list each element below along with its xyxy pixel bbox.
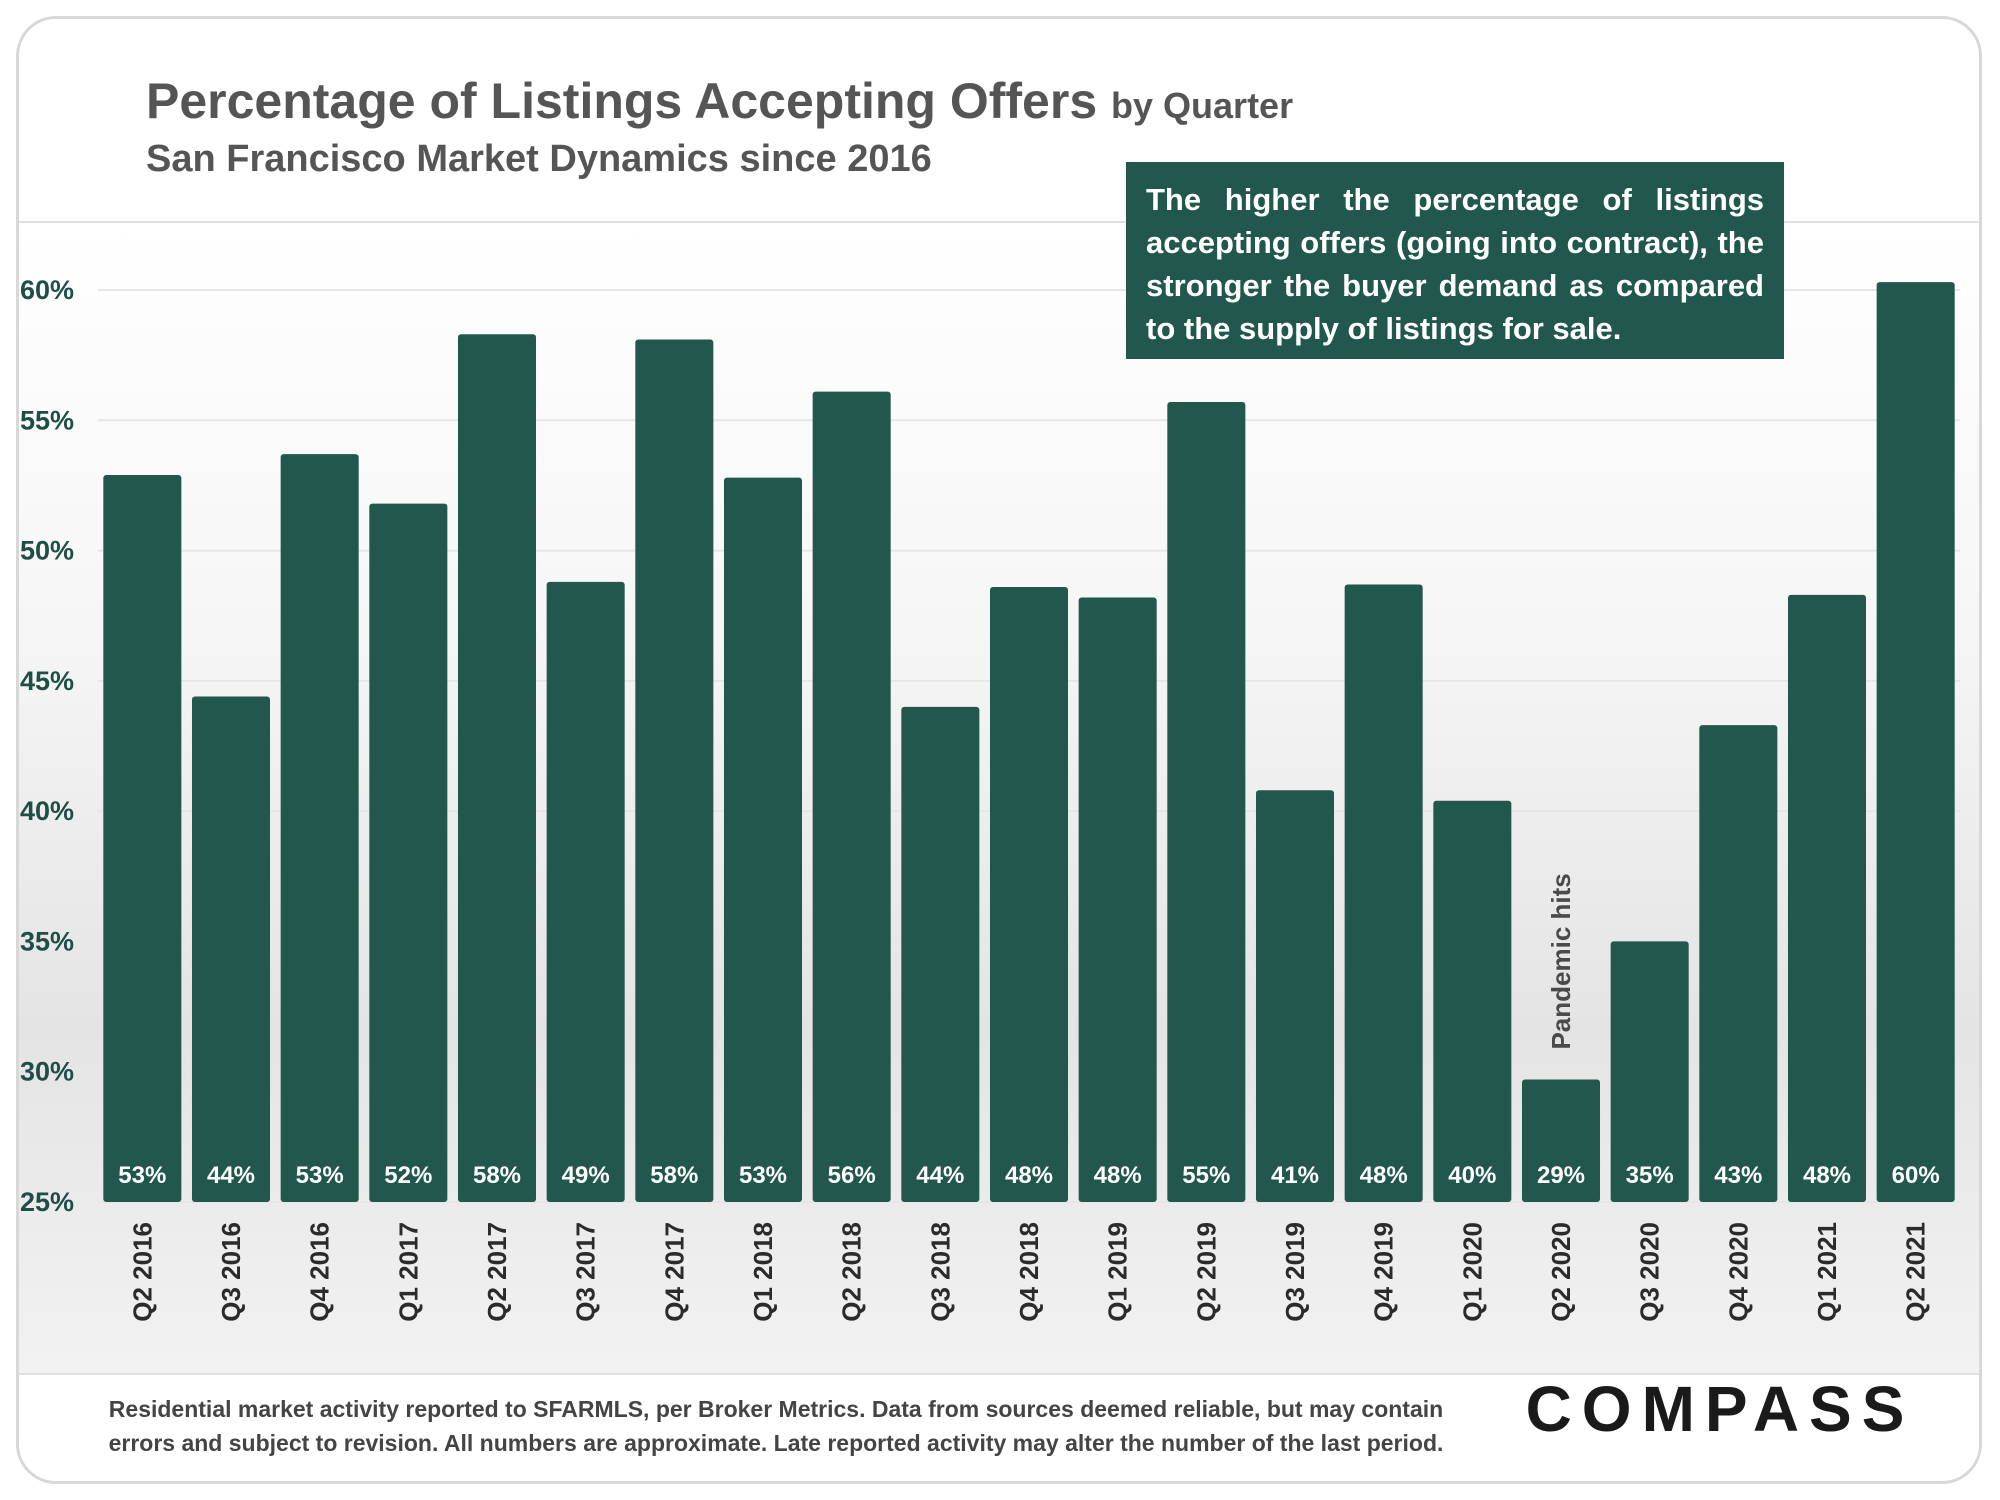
data-label: 60%: [1892, 1162, 1940, 1189]
data-label: 41%: [1271, 1162, 1319, 1189]
bar: [546, 581, 625, 1202]
y-tick-label: 25%: [20, 1187, 74, 1217]
data-label: 58%: [650, 1162, 698, 1189]
data-labels: 53% 44% 53% 52% 58% 49% 58% 53% 56% 44% 48% 48% 55% 4…: [118, 1162, 1939, 1189]
y-tick-label: 50%: [20, 536, 74, 566]
data-label: 53%: [296, 1162, 344, 1189]
data-label: 53%: [739, 1162, 787, 1189]
chart-subtitle: San Francisco Market Dynamics since 2016: [146, 138, 932, 180]
x-tick-label: Q2 2016: [127, 1222, 157, 1322]
data-label: 53%: [118, 1162, 166, 1189]
data-label: 43%: [1714, 1162, 1762, 1189]
data-label: 56%: [828, 1162, 876, 1189]
data-label: 35%: [1626, 1162, 1674, 1189]
x-tick-label: Q2 2019: [1191, 1222, 1221, 1322]
bar: [280, 454, 359, 1202]
x-axis: Q2 2016 Q3 2016 Q4 2016 Q1 2017 Q2 2017 Q3 20…: [127, 1222, 1930, 1322]
data-label: 48%: [1005, 1162, 1053, 1189]
x-tick-label: Q2 2018: [837, 1222, 867, 1322]
x-tick-label: Q1 2019: [1103, 1222, 1133, 1322]
bar: [1610, 941, 1689, 1202]
bar: [1078, 597, 1157, 1202]
x-tick-label: Q2 2020: [1546, 1222, 1576, 1322]
x-tick-label: Q1 2017: [393, 1222, 423, 1322]
bars: [103, 282, 1955, 1203]
x-tick-label: Q3 2016: [216, 1222, 246, 1322]
data-label: 48%: [1803, 1162, 1851, 1189]
bar: [1344, 584, 1423, 1202]
data-label: 58%: [473, 1162, 521, 1189]
bar: [191, 696, 271, 1202]
y-tick-label: 60%: [20, 275, 74, 305]
chart-title-suffix: by Quarter: [1111, 85, 1294, 126]
x-tick-label: Q2 2021: [1901, 1222, 1931, 1322]
data-label: 48%: [1094, 1162, 1142, 1189]
x-tick-label: Q4 2018: [1014, 1222, 1044, 1322]
bar: [723, 477, 803, 1202]
annotations: Pandemic hits: [1546, 873, 1576, 1049]
x-tick-label: Q3 2019: [1280, 1222, 1310, 1322]
x-tick-label: Q1 2018: [748, 1222, 778, 1322]
x-tick-label: Q4 2020: [1723, 1222, 1753, 1322]
data-label: 48%: [1360, 1162, 1408, 1189]
compass-logo: COMPASS: [1525, 1373, 1915, 1445]
bar: [457, 334, 537, 1203]
bar: [635, 339, 714, 1203]
x-tick-label: Q3 2017: [571, 1222, 601, 1322]
footnote: Residential market activity reported to …: [56, 1392, 1496, 1460]
data-label: 44%: [916, 1162, 964, 1189]
bar: [369, 503, 448, 1202]
data-label: 29%: [1537, 1162, 1585, 1189]
y-tick-label: 35%: [20, 926, 74, 956]
y-tick-label: 45%: [20, 666, 74, 696]
bar: [1787, 594, 1867, 1202]
bar: [1255, 790, 1335, 1202]
data-label: 49%: [562, 1162, 610, 1189]
data-label: 52%: [384, 1162, 432, 1189]
x-tick-label: Q1 2021: [1812, 1222, 1842, 1322]
bar: [1433, 800, 1512, 1202]
bar: [812, 391, 891, 1202]
x-tick-label: Q3 2018: [925, 1222, 955, 1322]
data-label: 40%: [1448, 1162, 1496, 1189]
x-tick-label: Q1 2020: [1457, 1222, 1487, 1322]
annotation-pandemic: Pandemic hits: [1546, 873, 1576, 1049]
bar: [989, 587, 1069, 1202]
data-label: 44%: [207, 1162, 255, 1189]
bar: [103, 475, 182, 1202]
x-tick-label: Q4 2019: [1369, 1222, 1399, 1322]
data-label: 55%: [1182, 1162, 1230, 1189]
y-tick-label: 30%: [20, 1057, 74, 1087]
x-tick-label: Q2 2017: [482, 1222, 512, 1322]
bar: [1167, 402, 1246, 1202]
x-tick-label: Q4 2017: [659, 1222, 689, 1322]
footnote-line-1: Residential market activity reported to …: [108, 1396, 1444, 1422]
chart-title: Percentage of Listings Accepting Offers …: [146, 72, 1293, 130]
x-tick-label: Q3 2020: [1635, 1222, 1665, 1322]
bar: [1876, 282, 1955, 1202]
bar: [1699, 725, 1778, 1202]
chart-title-main: Percentage of Listings Accepting Offers: [146, 73, 1098, 129]
footnote-line-2: errors and subject to revision. All numb…: [108, 1430, 1444, 1456]
callout-box: The higher the percentage of listings ac…: [1126, 162, 1784, 359]
bar: [901, 706, 980, 1202]
y-tick-label: 40%: [20, 796, 74, 826]
bar: [1521, 1079, 1601, 1202]
y-axis: 25% 30% 35% 40% 45% 50% 55% 60%: [20, 275, 74, 1217]
y-tick-label: 55%: [20, 405, 74, 435]
x-tick-label: Q4 2016: [305, 1222, 335, 1322]
